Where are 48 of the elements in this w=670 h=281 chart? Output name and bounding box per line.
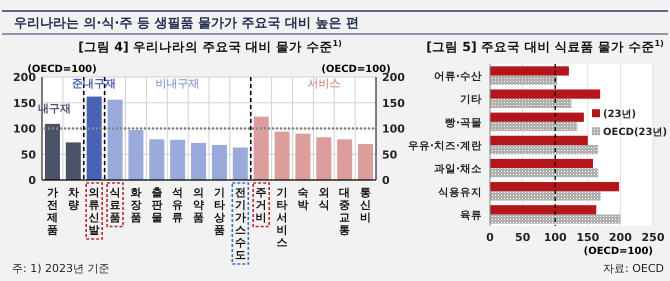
y-tick-label: 빵·곡물 [445,116,482,129]
y-tick-label: 어류·수산 [434,70,482,83]
x-tick-label: 100 [544,231,568,244]
text: 우리나라는 의·식·주 등 생필품 물가가 주요국 대비 높은 편 [14,16,360,31]
x-tick-label: 150 [576,231,600,244]
y-tick-label: 과일·채소 [434,163,482,176]
x-tick-label: 출판물 [151,186,162,224]
text: 자료: OECD [603,262,664,275]
annotation: 준내구재 [72,76,116,90]
x-tick-label: 가전제품 [46,186,58,236]
x-tick-label: 석유류 [172,186,184,224]
x-tick-label: 의약품 [193,186,204,224]
y2-tick-label: 50 [382,148,398,162]
y2-tick-label: 100 [382,122,406,136]
x-tick-label: 의류신발 [88,186,100,236]
x-tick-label: 통신비 [360,186,372,224]
text: 주: 1) 2023년 기준 [12,262,110,275]
x-tick-label: 화장품 [130,186,142,224]
y-tick-label: 식용유지 [438,186,482,198]
y2-tick-label: 0 [382,174,390,187]
y-tick-label: 우유·치즈·계란 [408,140,482,152]
x-tick-label: 외식 [318,186,330,212]
y2-tick-label: 150 [382,96,406,110]
x-tick-label: 0 [486,231,494,244]
x-tick-label: 200 [608,231,632,244]
legend-label: (23년) [603,109,636,120]
y-tick-label: 기타 [460,94,482,106]
x-tick-label: 기타서비스 [276,186,288,249]
y-tick-label: 100 [13,122,36,136]
x-tick-label: 차량 [68,186,79,212]
y-tick-label: 육류 [460,209,482,222]
x-tick-label: 50 [514,231,531,244]
x-tick-label: 주거비 [256,186,267,224]
x-tick-label: 기타상품 [214,186,225,236]
x-axis-title: (OECD=100) [584,246,653,257]
x-tick-label: 대중교통 [339,186,350,236]
chart-title: [그림 4] 우리나라의 주요국 대비 물가 수준$^{1)}$ [78,38,342,54]
x-tick-label: 250 [642,231,665,244]
x-tick-label: 숙박 [297,186,308,212]
annotation: 서비스 [307,76,340,90]
y-tick-label: 0 [28,174,36,187]
y-tick-label: 150 [13,96,36,110]
chart-title: [그림 5] 주요국 대비 식료품 물가 수준$^{1)}$ [426,38,664,54]
x-tick-label: 전기가스수도 [234,186,246,262]
legend-label: OECD(23년) [603,127,668,138]
x-tick-label: 식료품 [110,186,121,224]
annotation: 비내구재 [156,76,200,90]
y-tick-label: 50 [20,148,36,162]
